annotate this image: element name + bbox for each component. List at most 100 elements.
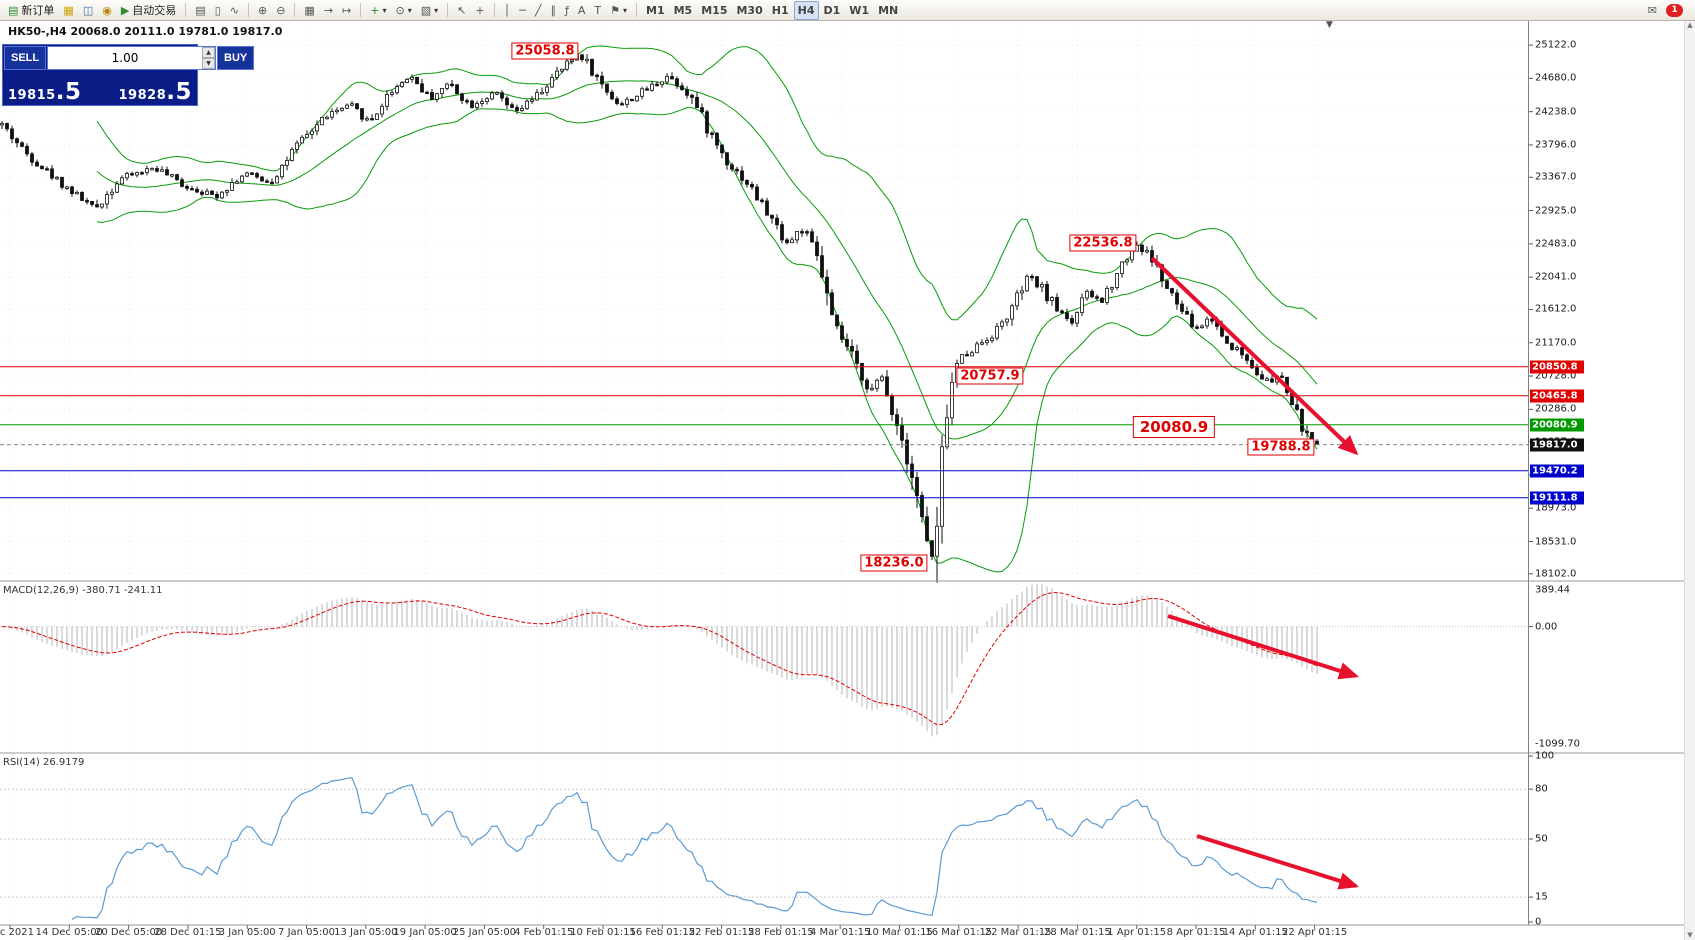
zoom-out-button[interactable]: ⊖ xyxy=(272,1,289,20)
chart-window-button[interactable]: ▦ xyxy=(59,1,77,20)
date-tick: 7 Jan 05:00 xyxy=(278,927,335,938)
price-callout: 25058.8 xyxy=(511,42,579,60)
tile-windows-button[interactable]: ▦ xyxy=(300,1,318,20)
auto-trading-button-icon: ▶ xyxy=(120,3,130,17)
date-tick: Dec 2021 xyxy=(0,927,34,938)
buy-price: 19828.5 xyxy=(118,79,192,105)
sell-price-pips: .5 xyxy=(55,79,82,105)
timeframe-mn[interactable]: MN xyxy=(874,1,902,20)
date-tick: 3 Jan 05:00 xyxy=(218,927,276,938)
auto-trading-button[interactable]: ▶ 自动交易 xyxy=(117,1,180,20)
candlestick-chart-button[interactable]: ▯ xyxy=(211,1,225,20)
scale-tick: 24680.0 xyxy=(1535,72,1577,84)
timeframe-m1-label: M1 xyxy=(646,3,665,17)
price-callout: 19788.8 xyxy=(1247,438,1315,456)
crosshair-button[interactable]: + xyxy=(471,1,488,20)
zoom-in-button[interactable]: ⊕ xyxy=(254,1,271,20)
chart-shift-button[interactable]: ↦ xyxy=(338,1,355,20)
sell-price: 19815.5 xyxy=(8,79,82,105)
fibonacci-button[interactable]: ƒ xyxy=(561,1,573,20)
volume-increase-button[interactable]: ▲ xyxy=(202,47,215,58)
timeframe-d1-label: D1 xyxy=(823,3,841,17)
arrows-button[interactable]: ⚑ ▾ xyxy=(606,1,631,20)
trendline-button-icon: ╱ xyxy=(534,3,542,17)
price-tag: 19470.2 xyxy=(1530,464,1584,478)
scale-tick: 18973.0 xyxy=(1535,502,1577,514)
period-button[interactable]: ⊙ ▾ xyxy=(392,1,416,20)
chart-shift-marker[interactable]: ▼ xyxy=(1326,20,1333,30)
line-chart-button[interactable]: ∿ xyxy=(226,1,243,20)
notification-badge[interactable]: 1 xyxy=(1666,3,1683,17)
news-button[interactable]: ✉ xyxy=(1644,1,1661,20)
trendline-button[interactable]: ╱ xyxy=(531,1,546,20)
timeframe-m30[interactable]: M30 xyxy=(732,1,766,20)
date-tick: 8 Apr 01:15 xyxy=(1166,927,1226,938)
auto-scroll-button[interactable]: → xyxy=(320,1,337,20)
main-toolbar: ▤ 新订单 ▦ ◫ ◉ ▶ 自动交易 ▤ ▯ ∿ ⊕ ⊖ ▦ → ↦ + ▾ ⊙ ▾ ▧ ▾ ↖ + │ ─ ╱ ∥ ƒ A T ⚑ ▾ M1 M… xyxy=(0,0,1695,21)
chart-shift-button-icon: ↦ xyxy=(342,3,352,17)
cursor-button-icon: ↖ xyxy=(457,3,467,17)
price-callout: 18236.0 xyxy=(860,554,928,572)
one-click-trading-panel: SELL ▲ ▼ BUY 19815.5 19828.5 xyxy=(2,44,255,106)
scale-tick: 18531.0 xyxy=(1535,536,1577,547)
vertical-line-button[interactable]: │ xyxy=(500,1,515,20)
text-label-button[interactable]: T xyxy=(590,1,605,20)
channel-button[interactable]: ∥ xyxy=(546,1,560,20)
timeframe-h4[interactable]: H4 xyxy=(793,0,819,20)
timeframe-mn-label: MN xyxy=(878,3,899,17)
timeframe-m15[interactable]: M15 xyxy=(697,1,731,20)
zoom-out-button-icon: ⊖ xyxy=(276,3,286,17)
date-tick: 13 Jan 05:00 xyxy=(334,927,398,938)
auto-scroll-button-icon: → xyxy=(323,3,334,17)
price-tag: 20465.8 xyxy=(1530,389,1584,403)
timeframe-h1[interactable]: H1 xyxy=(768,1,793,20)
buy-price-pips: .5 xyxy=(166,79,192,105)
timeframe-d1[interactable]: D1 xyxy=(820,1,845,20)
toolbar-separator xyxy=(493,3,495,17)
date-tick: 28 Mar 01:15 xyxy=(1044,927,1111,938)
template-button[interactable]: ▧ ▾ xyxy=(417,1,442,20)
scroll-down-arrow[interactable]: ▼ xyxy=(1687,931,1693,939)
new-order-button-icon: ▤ xyxy=(8,3,19,17)
new-order-button-label: 新订单 xyxy=(21,4,55,17)
scale-tick: 21612.0 xyxy=(1535,303,1577,315)
chart-ohlc-readout: HK50-,H4 20068.0 20111.0 19781.0 19817.0 xyxy=(8,25,283,38)
scale-tick: 20286.0 xyxy=(1535,403,1577,415)
new-chart-button[interactable]: + ▾ xyxy=(366,1,390,20)
chevron-down-icon: ▾ xyxy=(407,5,412,15)
scale-tick: 0 xyxy=(1535,916,1542,928)
rsi-label: RSI(14) 26.9179 xyxy=(3,757,85,768)
text-button[interactable]: A xyxy=(574,1,590,20)
toolbar-separator xyxy=(247,3,249,17)
bar-chart-button-icon: ▤ xyxy=(195,3,206,17)
price-scale[interactable]: 25122.0 24680.0 24238.0 23796.0 23367.0 22925… xyxy=(1529,0,1685,940)
scale-tick: 22041.0 xyxy=(1535,271,1577,283)
scroll-up-arrow[interactable]: ▲ xyxy=(1687,21,1693,29)
sell-button[interactable]: SELL xyxy=(4,46,46,70)
timeframe-m5[interactable]: M5 xyxy=(670,1,697,20)
volume-input[interactable] xyxy=(48,47,202,69)
bar-chart-button[interactable]: ▤ xyxy=(191,1,209,20)
cursor-button[interactable]: ↖ xyxy=(453,1,470,20)
horizontal-line-button[interactable]: ─ xyxy=(515,1,530,20)
volume-decrease-button[interactable]: ▼ xyxy=(202,58,215,69)
volume-spin-buttons: ▲ ▼ xyxy=(202,47,215,69)
date-tick: 4 Feb 01:15 xyxy=(514,927,574,938)
period-button-icon: ⊙ xyxy=(395,3,405,17)
price-trend-arrow xyxy=(1150,256,1359,456)
buy-button[interactable]: BUY xyxy=(217,46,255,70)
timeframe-m1[interactable]: M1 xyxy=(642,1,669,20)
timeframe-w1-label: W1 xyxy=(849,3,870,17)
line-chart-button-icon: ∿ xyxy=(229,3,239,17)
vertical-scrollbar[interactable]: ▲ ▼ xyxy=(1684,20,1695,940)
market-watch-button[interactable]: ◫ xyxy=(79,1,97,20)
alerts-button[interactable]: ◉ xyxy=(98,1,116,20)
new-order-button[interactable]: ▤ 新订单 xyxy=(4,1,58,20)
buy-price-main: 19828 xyxy=(118,88,167,103)
scale-tick: 100 xyxy=(1535,750,1555,762)
timeframe-w1[interactable]: W1 xyxy=(845,1,873,20)
timeframe-h1-label: H1 xyxy=(771,3,789,17)
timeframe-h4-label: H4 xyxy=(797,3,815,17)
